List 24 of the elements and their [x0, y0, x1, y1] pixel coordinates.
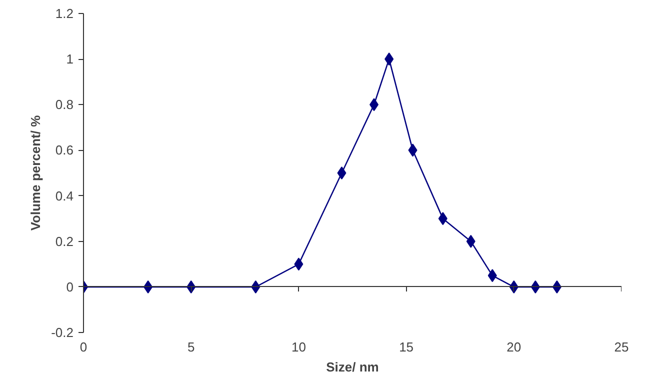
y-tick-label: 0.2 — [55, 234, 74, 249]
point — [438, 212, 448, 226]
y-tick-label: 1.2 — [55, 6, 74, 21]
y-tick-label: 1 — [66, 52, 74, 67]
point — [408, 144, 418, 157]
point — [294, 258, 304, 271]
x-axis-title: Size/ nm — [326, 360, 379, 374]
x-tick-label: 25 — [614, 340, 629, 354]
point — [466, 234, 476, 248]
y-tick-label: 0.8 — [55, 97, 74, 112]
point — [384, 52, 394, 66]
point — [488, 269, 497, 282]
x-tick-label: 20 — [506, 340, 522, 354]
y-tick-label: -0.2 — [51, 325, 74, 340]
x-tick-label: 10 — [291, 340, 306, 354]
x-tick-label: 5 — [187, 340, 195, 354]
point — [370, 98, 379, 112]
x-tick-label: 15 — [399, 340, 414, 354]
point — [337, 166, 346, 180]
y-axis-title: Volume percent/ % — [28, 114, 44, 231]
y-tick-label: 0.4 — [55, 188, 74, 204]
x-tick-label: 0 — [80, 340, 88, 354]
y-tick-label: 0 — [66, 279, 74, 294]
y-tick-label: 0.6 — [55, 142, 74, 158]
